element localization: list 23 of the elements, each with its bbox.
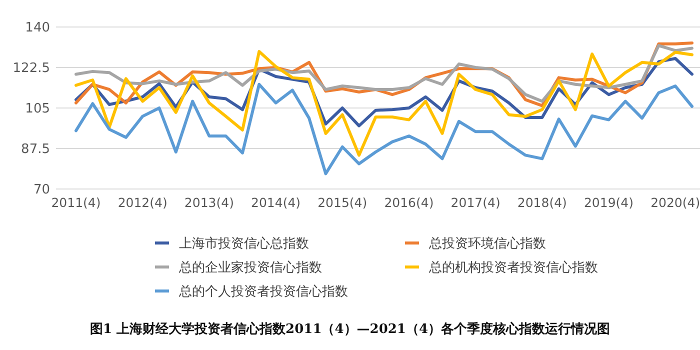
x-tick-label: 2019(4) <box>584 195 634 210</box>
y-tick-label: 140 <box>25 20 50 36</box>
x-tick-label: 2016(4) <box>384 195 434 210</box>
legend-label: 总的个人投资者投资信心指数 <box>178 284 348 300</box>
legend-label: 上海市投资信心总指数 <box>179 236 309 252</box>
y-tick-label: 87.5 <box>21 142 50 158</box>
line-series <box>74 82 694 176</box>
legend-label: 总的机构投资者投资信心指数 <box>428 260 598 276</box>
x-tick-label: 2018(4) <box>517 195 567 210</box>
y-tick-label: 122.5 <box>12 61 50 76</box>
x-tick-label: 2014(4) <box>251 195 301 210</box>
x-tick-label: 2020(4) <box>650 195 700 210</box>
line-series <box>74 50 694 157</box>
legend-label: 总的企业家投资信心指数 <box>178 260 322 276</box>
x-tick-label: 2011(4) <box>51 195 101 210</box>
x-tick-label: 2017(4) <box>450 195 500 210</box>
y-tick-label: 105 <box>25 102 50 117</box>
legend-label: 总投资环境信心指数 <box>428 236 546 252</box>
y-tick-label: 70 <box>33 182 50 198</box>
text: 图1 上海财经大学投资者信心指数2011（4）—2021（4）各个季度核心指数运行情况图 <box>90 321 610 337</box>
x-tick-label: 2013(4) <box>184 195 234 210</box>
x-tick-label: 2012(4) <box>118 195 168 210</box>
x-tick-label: 2015(4) <box>318 195 368 210</box>
